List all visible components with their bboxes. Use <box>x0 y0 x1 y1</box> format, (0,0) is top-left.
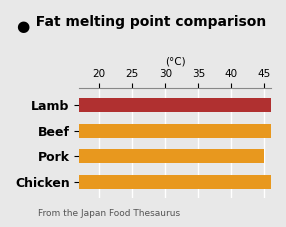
Text: ●: ● <box>16 19 29 34</box>
Bar <box>80 175 281 189</box>
Text: From the Japan Food Thesaurus: From the Japan Food Thesaurus <box>38 209 180 218</box>
Bar <box>80 98 286 112</box>
Text: Fat melting point comparison: Fat melting point comparison <box>26 15 266 29</box>
Bar <box>80 123 286 138</box>
Bar <box>80 149 264 163</box>
X-axis label: (°C): (°C) <box>165 57 186 67</box>
